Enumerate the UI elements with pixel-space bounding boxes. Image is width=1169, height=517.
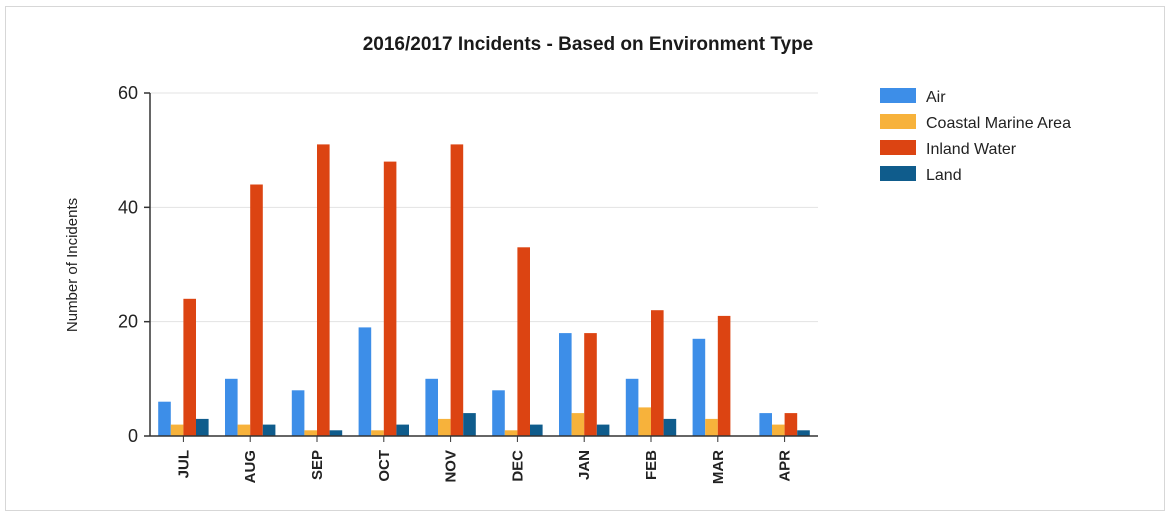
bar-air-apr: [759, 413, 772, 436]
bar-coastal-marine-area-apr: [772, 424, 785, 436]
bar-land-nov: [463, 413, 476, 436]
bar-inland-water-dec: [517, 247, 530, 436]
bar-coastal-marine-area-dec: [504, 430, 518, 436]
legend-label-air: Air: [926, 89, 946, 106]
bar-inland-water-oct: [383, 161, 397, 436]
bar-air-sep: [291, 390, 305, 436]
bar-inland-water-apr: [784, 413, 798, 436]
bar-coastal-marine-area-sep: [304, 430, 317, 436]
x-tick-label-jan: JAN: [576, 450, 593, 480]
chart-title: 2016/2017 Incidents - Based on Environme…: [363, 34, 814, 55]
bar-air-nov: [425, 378, 438, 436]
bar-inland-water-sep: [317, 144, 330, 436]
x-tick-label-nov: NOV: [443, 450, 460, 483]
bar-coastal-marine-area-mar: [705, 418, 718, 436]
bar-air-aug: [225, 378, 238, 436]
legend-swatch-inland-water: [880, 140, 916, 155]
bar-inland-water-jul: [183, 298, 196, 436]
x-tick-label-jul: JUL: [175, 450, 192, 478]
axes-group: [149, 93, 818, 437]
legend-swatch-air: [880, 88, 916, 103]
y-tick-label: 20: [118, 312, 138, 332]
bar-land-apr: [797, 430, 810, 436]
bar-coastal-marine-area-nov: [438, 418, 451, 436]
x-tick-label-oct: OCT: [376, 450, 393, 482]
bar-air-jan: [559, 333, 572, 436]
bar-land-jan: [596, 424, 610, 436]
x-ticks-group: JUL AUG SEP OCT NOV DEC JAN FEB MAR APR: [175, 436, 794, 484]
y-tick-label: 0: [128, 426, 138, 446]
legend-label-coastal-marine-area: Coastal Marine Area: [926, 115, 1071, 132]
bars-group: [158, 144, 810, 436]
legend-swatch-coastal-marine-area: [880, 114, 916, 129]
y-tick-label: 60: [118, 83, 138, 103]
bar-land-jul: [196, 418, 209, 436]
y-axis-label: Number of Incidents: [64, 198, 81, 332]
x-tick-label-mar: MAR: [710, 450, 727, 484]
y-ticks-group: 0 20 40 60: [118, 83, 150, 446]
x-tick-label-apr: APR: [777, 450, 794, 482]
bar-air-mar: [692, 338, 706, 436]
bar-land-aug: [262, 424, 276, 436]
legend-label-inland-water: Inland Water: [926, 141, 1017, 158]
bar-coastal-marine-area-feb: [638, 407, 651, 436]
bar-coastal-marine-area-jul: [170, 424, 184, 436]
bar-inland-water-mar: [717, 315, 731, 436]
bar-coastal-marine-area-aug: [237, 424, 251, 436]
bar-land-oct: [396, 424, 409, 436]
bar-coastal-marine-area-jan: [571, 413, 585, 436]
bar-land-dec: [530, 424, 543, 436]
x-tick-label-aug: AUG: [242, 450, 259, 483]
bar-inland-water-jan: [584, 333, 597, 436]
bar-air-dec: [492, 390, 505, 436]
bar-coastal-marine-area-oct: [371, 430, 384, 436]
x-tick-label-dec: DEC: [509, 450, 526, 482]
bar-land-sep: [329, 430, 343, 436]
legend-label-land: Land: [926, 167, 962, 184]
y-tick-label: 40: [118, 197, 138, 217]
bar-air-oct: [358, 327, 372, 436]
bar-inland-water-nov: [450, 144, 464, 436]
bar-inland-water-aug: [250, 184, 263, 436]
bar-inland-water-feb: [651, 310, 664, 436]
bar-air-feb: [625, 378, 639, 436]
x-tick-label-feb: FEB: [643, 450, 660, 480]
x-tick-label-sep: SEP: [309, 450, 326, 480]
legend-swatch-land: [880, 166, 916, 181]
legend: Air Coastal Marine Area Inland Water Land: [880, 88, 1071, 184]
bar-land-feb: [663, 418, 677, 436]
bar-air-jul: [158, 401, 171, 436]
